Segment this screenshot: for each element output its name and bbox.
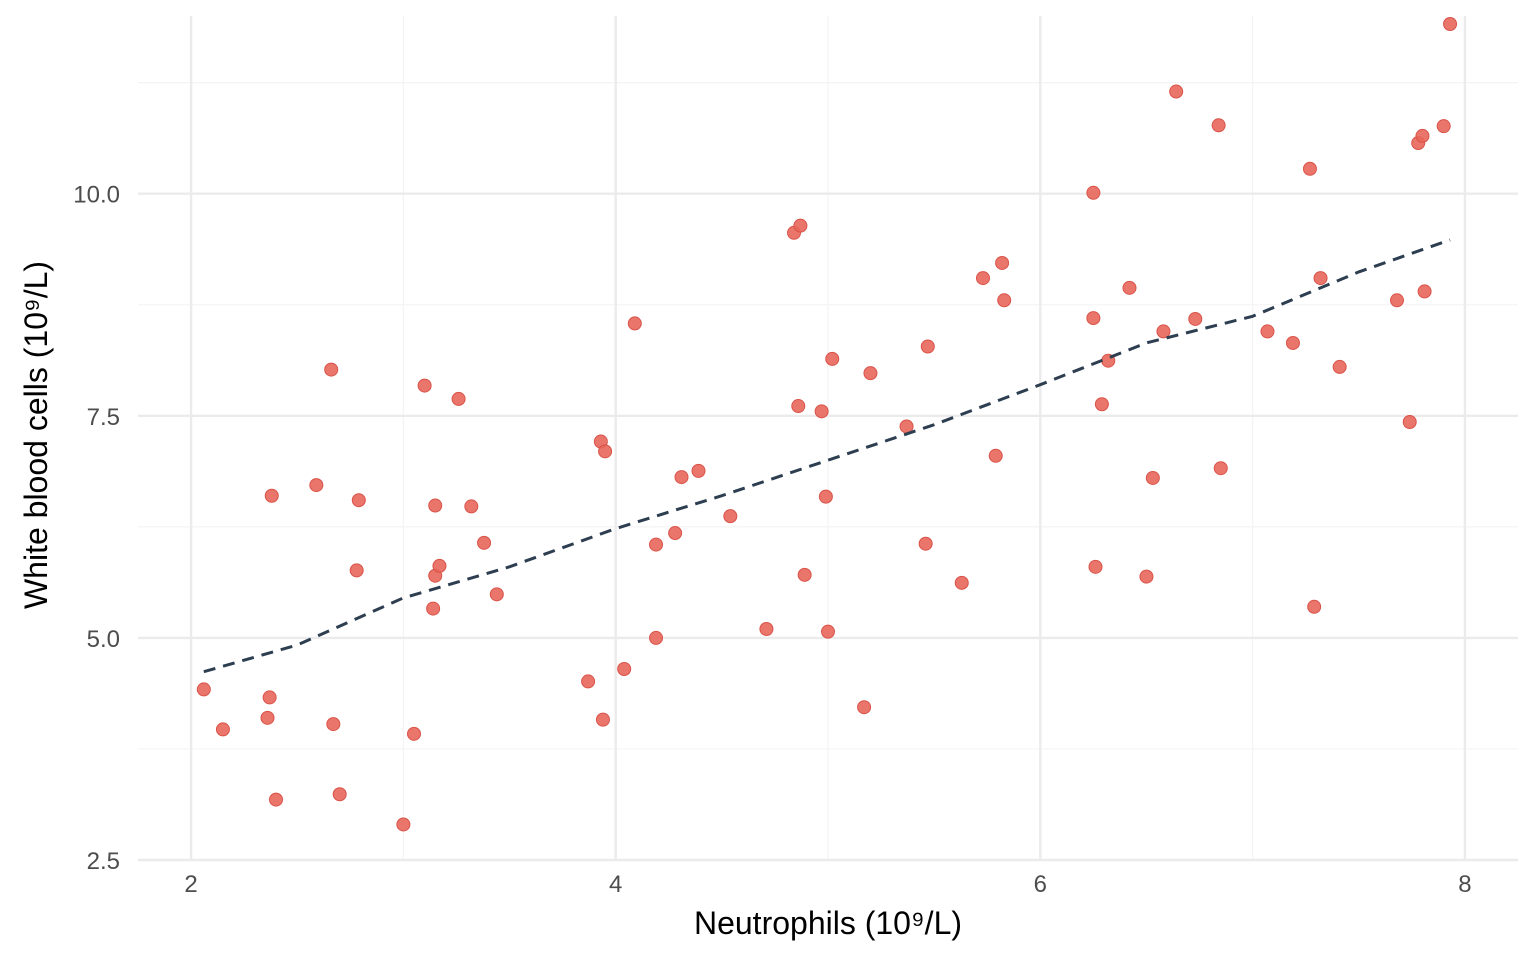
data-points [196,16,1458,832]
data-point [196,682,211,697]
data-point [814,404,829,419]
data-point [598,444,613,459]
data-point [649,630,664,645]
data-point [581,674,596,689]
data-point [918,536,933,551]
data-point [269,792,283,807]
data-point [1122,280,1137,295]
data-point [1443,16,1458,31]
data-point [821,624,835,639]
y-tick-label: 7.5 [87,404,120,431]
data-point [818,489,833,504]
data-point [617,661,632,676]
data-point [426,601,441,616]
data-point [1417,284,1432,299]
data-point [264,488,279,503]
data-point [489,587,504,602]
data-point [797,567,812,582]
data-point [793,218,808,233]
data-point [1313,271,1328,286]
data-point [1302,161,1317,176]
y-axis-title: White blood cells (10⁹/L) [18,261,54,609]
y-tick-label: 2.5 [87,848,120,875]
data-point [988,448,1003,463]
data-point [857,700,872,715]
data-point [324,362,339,377]
data-point [477,535,492,550]
data-point [1086,185,1101,200]
data-point [997,293,1012,308]
data-point [1389,293,1404,308]
data-point [759,622,774,637]
data-point [451,391,466,406]
y-tick-label: 5.0 [87,626,120,653]
x-tick-label: 6 [1034,871,1047,898]
data-point [975,271,990,286]
data-point [674,470,689,485]
data-point [1402,415,1417,430]
data-point [1260,324,1275,339]
y-tick-label: 10.0 [73,182,120,209]
data-point [428,498,443,513]
data-point [260,710,275,725]
data-point [1094,397,1109,412]
data-point [332,787,347,802]
data-point [1213,461,1228,476]
data-point [1156,324,1171,339]
data-point [1088,559,1103,574]
data-point [1415,128,1430,143]
x-axis-title: Neutrophils (10⁹/L) [694,905,962,941]
data-point [723,509,738,524]
data-point [668,526,683,541]
data-point [262,690,277,705]
data-point [1436,119,1451,134]
data-point [920,339,935,354]
data-point [1307,599,1322,614]
data-point [649,537,664,552]
data-point [863,366,878,381]
data-point [1332,359,1347,374]
data-point [627,316,642,331]
data-point [1169,84,1184,99]
data-point [825,351,840,366]
data-point [351,493,366,508]
data-point [417,378,432,393]
data-point [791,399,806,414]
data-point [326,717,341,732]
x-tick-label: 4 [609,871,622,898]
data-point [595,712,610,727]
data-point [215,722,230,737]
data-point [432,558,447,573]
data-point [1285,335,1300,350]
trend-line [203,238,1451,674]
data-point [407,726,421,741]
data-point [1145,470,1160,485]
minor-gridlines [138,16,1518,860]
data-point [396,817,411,832]
data-point [1188,311,1203,326]
data-point [1211,118,1226,133]
data-point [464,499,479,514]
data-point [1139,569,1154,584]
data-point [349,563,364,578]
x-tick-label: 2 [184,871,197,898]
data-point [309,478,324,493]
x-axis-ticks: 2 4 6 8 [184,871,1471,898]
y-axis-ticks: 2.5 5.0 7.5 10.0 [73,182,120,875]
data-point [995,255,1010,270]
data-point [954,575,969,590]
data-point [1086,311,1101,326]
data-point [691,463,706,478]
x-tick-label: 8 [1458,871,1471,898]
